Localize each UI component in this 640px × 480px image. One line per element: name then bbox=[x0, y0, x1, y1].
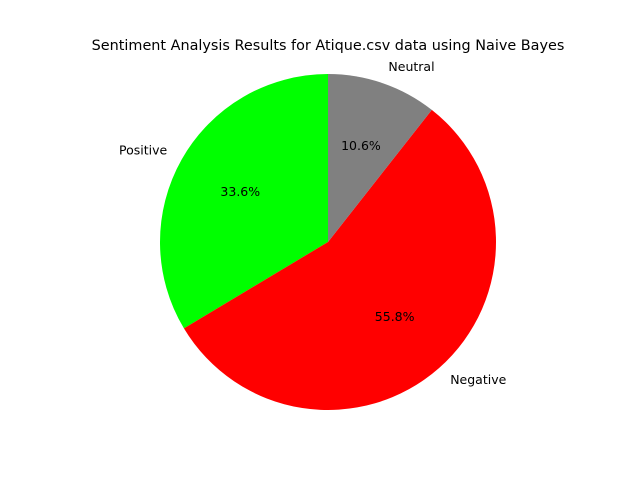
pie-slices bbox=[160, 74, 496, 410]
chart-title: Sentiment Analysis Results for Atique.cs… bbox=[92, 38, 565, 54]
slice-label-negative: Negative bbox=[450, 372, 506, 387]
pct-label-negative: 55.8% bbox=[375, 309, 415, 324]
slice-label-positive: Positive bbox=[119, 142, 167, 157]
pct-label-positive: 33.6% bbox=[220, 184, 260, 199]
pct-label-neutral: 10.6% bbox=[341, 138, 381, 153]
slice-label-neutral: Neutral bbox=[388, 59, 434, 74]
